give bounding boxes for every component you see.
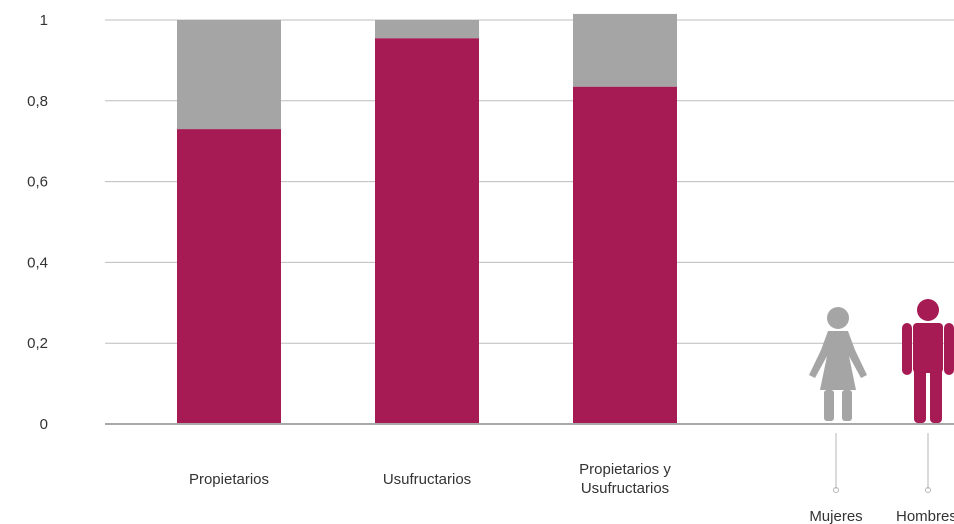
y-tick-label-5: 1 <box>40 12 48 29</box>
woman-icon <box>809 307 867 421</box>
legend-connector-dot-hombres <box>925 487 931 493</box>
man-icon <box>902 299 954 423</box>
bars <box>177 13 677 425</box>
y-tick-label-1: 0,2 <box>27 335 48 352</box>
x-category-label-1: Usufructarios <box>383 471 471 488</box>
y-tick-label-4: 0,8 <box>27 93 48 110</box>
bar-hombres-2 <box>573 86 677 424</box>
legend: Mujeres Hombres <box>809 299 954 524</box>
x-category-label-0: Propietarios <box>189 471 269 488</box>
legend-connector-dot-mujeres <box>833 487 839 493</box>
legend-label-hombres: Hombres <box>896 508 954 524</box>
y-tick-label-3: 0,6 <box>27 174 48 191</box>
y-axis-tick-labels: 0 0,2 0,4 0,6 0,8 1 <box>27 12 48 433</box>
y-tick-label-0: 0 <box>40 416 48 433</box>
y-tick-label-2: 0,4 <box>27 254 48 271</box>
legend-label-mujeres: Mujeres <box>809 508 862 524</box>
bar-hombres-1 <box>375 38 479 425</box>
bar-mujeres-2 <box>573 13 677 87</box>
x-category-label-2: Propietarios y Usufructarios <box>579 461 671 497</box>
bar-mujeres-0 <box>177 20 281 130</box>
bar-mujeres-1 <box>375 20 479 39</box>
bar-hombres-0 <box>177 129 281 424</box>
